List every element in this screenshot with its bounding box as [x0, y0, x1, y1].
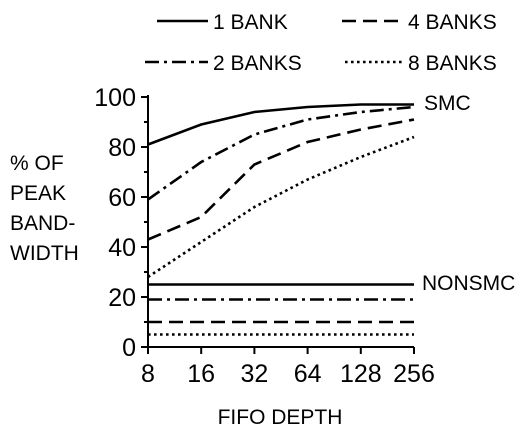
group-labels: SMC NONSMC [422, 92, 515, 295]
x-axis-title: FIFO DEPTH [218, 406, 343, 429]
y-tick-label: 100 [94, 84, 136, 112]
y-axis-title-line: % OF [10, 152, 64, 175]
series-line-smc-1-bank [147, 103, 414, 146]
series-line-smc-4-bank [147, 118, 415, 241]
series-line-smc-8-bank [147, 135, 415, 279]
axes: 0 20 40 60 80 100 8 16 32 64 128 256 [94, 84, 435, 388]
y-axis-title-line: BAND- [10, 212, 75, 235]
y-tick-label: 20 [108, 284, 136, 312]
group-label-smc: SMC [424, 92, 471, 115]
series-line-smc-2-bank [147, 105, 415, 201]
plot-area [147, 103, 415, 336]
legend: 1 BANK 4 BANKS 2 BANKS 8 BANKS [145, 11, 497, 75]
y-axis-title-line: PEAK [10, 182, 66, 205]
y-tick-label: 0 [122, 334, 136, 362]
group-label-nonsmc: NONSMC [422, 272, 515, 295]
legend-label: 8 BANKS [408, 52, 497, 75]
y-tick-label: 40 [108, 234, 136, 262]
legend-label: 1 BANK [213, 11, 288, 34]
legend-label: 2 BANKS [213, 52, 302, 75]
x-tick-label: 128 [340, 360, 382, 388]
y-tick-label: 80 [108, 134, 136, 162]
x-tick-label: 16 [187, 360, 215, 388]
x-tick-label: 8 [141, 360, 155, 388]
legend-label: 4 BANKS [408, 11, 497, 34]
x-tick-label: 256 [393, 360, 435, 388]
y-axis-title: % OF PEAK BAND- WIDTH [10, 152, 79, 265]
y-axis-title-line: WIDTH [10, 242, 79, 265]
y-tick-label: 60 [108, 184, 136, 212]
x-tick-label: 32 [240, 360, 268, 388]
x-tick-label: 64 [294, 360, 322, 388]
